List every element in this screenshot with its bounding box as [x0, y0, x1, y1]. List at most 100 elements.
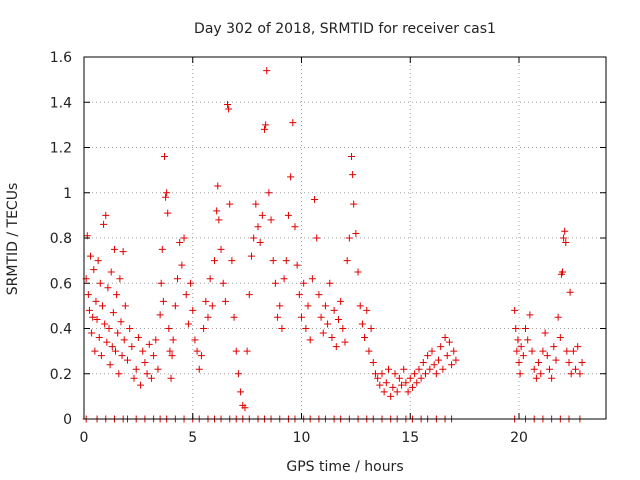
y-tick-label: 0.4: [50, 322, 72, 338]
data-point: [537, 370, 545, 378]
data-point: [166, 347, 174, 355]
data-point: [348, 153, 356, 161]
data-point: [389, 383, 397, 391]
data-point: [132, 365, 140, 373]
data-point: [154, 365, 162, 373]
data-point: [88, 329, 96, 337]
data-point: [169, 336, 177, 344]
data-point: [202, 297, 210, 305]
data-point: [112, 347, 120, 355]
data-point: [269, 257, 277, 265]
data-point: [302, 325, 310, 332]
data-point: [291, 223, 299, 231]
data-point: [225, 105, 233, 113]
y-tick-label: 1.4: [50, 95, 72, 111]
data-point: [406, 374, 414, 382]
data-point: [160, 153, 168, 161]
data-point: [113, 291, 121, 299]
data-point: [110, 245, 118, 253]
data-point: [424, 352, 432, 360]
data-point: [213, 207, 221, 215]
data-point: [367, 325, 375, 332]
data-point: [513, 347, 521, 355]
data-point: [252, 200, 260, 208]
data-point: [224, 101, 232, 109]
data-point: [452, 356, 460, 364]
data-point: [566, 288, 574, 296]
data-point: [114, 329, 122, 337]
data-point: [91, 347, 99, 355]
data-point: [532, 374, 540, 382]
data-point: [180, 234, 188, 242]
data-point: [354, 268, 362, 276]
data-point: [545, 365, 553, 373]
data-point: [158, 245, 166, 253]
data-point: [535, 358, 543, 366]
y-tick-label: 0.8: [50, 231, 72, 247]
data-point: [321, 302, 329, 310]
data-point: [217, 245, 225, 253]
data-point: [168, 352, 176, 360]
data-point: [339, 325, 347, 332]
data-point: [349, 171, 357, 179]
data-point: [97, 352, 105, 360]
data-point: [341, 338, 349, 346]
data-point: [361, 334, 369, 342]
data-point: [108, 343, 116, 351]
data-point: [197, 352, 205, 360]
data-point: [343, 257, 351, 265]
data-point: [162, 193, 170, 201]
data-point: [352, 229, 360, 237]
data-point: [308, 275, 316, 283]
y-tick-label: 1: [63, 186, 72, 202]
data-point: [450, 347, 458, 355]
data-point: [393, 388, 401, 396]
data-point: [332, 343, 340, 351]
data-point: [385, 365, 392, 373]
data-point: [562, 239, 570, 247]
data-point: [280, 275, 288, 283]
data-point: [528, 347, 536, 355]
data-point: [315, 291, 323, 299]
data-point: [211, 257, 218, 265]
x-tick-label: 5: [188, 430, 197, 446]
data-point: [103, 338, 111, 346]
data-point: [552, 356, 560, 364]
data-point: [230, 313, 238, 321]
data-point: [90, 266, 98, 274]
data-point: [147, 374, 155, 382]
data-point: [87, 252, 95, 260]
data-point: [221, 297, 229, 305]
data-point: [576, 370, 584, 378]
data-point: [276, 302, 284, 310]
x-tick-label: 20: [510, 430, 528, 446]
data-point: [402, 379, 410, 387]
data-point: [206, 275, 214, 283]
axis-ticks: 0 0.2 0.4 0.6 0.8 1 1.2 1.4 1.6 0 5 10 15 20: [50, 50, 606, 446]
data-point: [287, 173, 295, 181]
data-point: [156, 311, 164, 319]
data-point: [417, 374, 425, 382]
data-point: [261, 125, 269, 133]
data-point: [106, 361, 114, 369]
data-point: [435, 356, 443, 364]
x-tick-label: 10: [293, 430, 311, 446]
data-point: [445, 338, 453, 346]
data-point: [380, 388, 388, 396]
data-point: [391, 370, 399, 378]
data-point: [313, 234, 321, 242]
data-point: [85, 306, 93, 314]
data-point: [515, 358, 523, 366]
data-point: [265, 189, 273, 197]
data-point: [101, 320, 109, 328]
x-tick-label: 0: [80, 430, 89, 446]
data-point: [134, 334, 142, 342]
data-point: [104, 284, 112, 292]
data-point: [95, 334, 103, 342]
data-point: [215, 216, 223, 224]
data-point: [262, 121, 270, 129]
data-point: [124, 356, 131, 364]
data-point: [337, 297, 345, 305]
data-point: [317, 313, 325, 321]
data-point: [128, 343, 136, 351]
